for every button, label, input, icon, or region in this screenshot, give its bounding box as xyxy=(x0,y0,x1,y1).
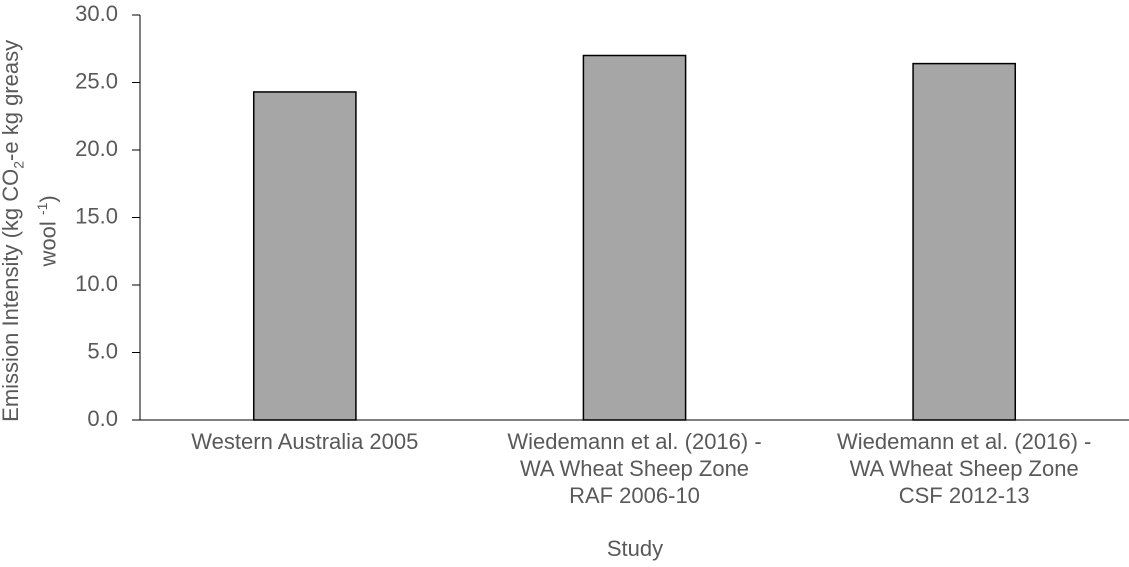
y-label-part: -1 xyxy=(34,202,51,216)
y-tick-label: 20.0 xyxy=(75,136,118,161)
y-tick-label: 15.0 xyxy=(75,203,118,228)
x-tick-label: Wiedemann et al. (2016) - WA Wheat Sheep… xyxy=(836,429,1092,508)
y-tick-label: 10.0 xyxy=(75,271,118,296)
y-axis-label: Emission Intensity (kg CO2-e kg greasy wo… xyxy=(0,21,61,441)
bar xyxy=(582,54,687,421)
y-label-part: ) xyxy=(35,195,61,203)
bar xyxy=(912,62,1017,421)
y-tick-label: 30.0 xyxy=(75,1,118,26)
y-tick-label: 0.0 xyxy=(87,406,118,431)
x-tick-label: Western Australia 2005 xyxy=(191,429,419,454)
y-label-part: -e kg greasy xyxy=(0,39,24,161)
y-tick-label: 25.0 xyxy=(75,68,118,93)
x-axis-label: Study xyxy=(606,536,664,561)
y-tick-label: 5.0 xyxy=(87,338,118,363)
y-label-part: 2 xyxy=(10,160,27,169)
y-label-part: Emission Intensity (kg CO xyxy=(0,168,24,422)
y-label-part: wool xyxy=(35,215,61,267)
bar xyxy=(252,91,357,421)
x-tick-label: Wiedemann et al. (2016) - WA Wheat Sheep… xyxy=(507,429,762,508)
